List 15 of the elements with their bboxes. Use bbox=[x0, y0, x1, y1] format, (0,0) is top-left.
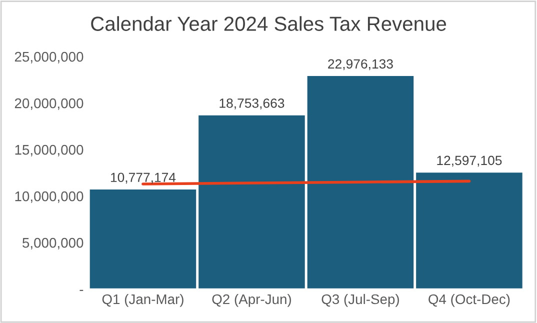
x-tick-label: Q3 (Jul-Sep) bbox=[322, 294, 399, 307]
data-label: 12,597,105 bbox=[437, 156, 502, 167]
y-tick-label: 20,000,000 bbox=[14, 98, 84, 110]
x-tick-label: Q1 (Jan-Mar) bbox=[102, 294, 184, 307]
chart-title: Calendar Year 2024 Sales Tax Revenue bbox=[91, 16, 446, 31]
x-tick-label: Q2 (Apr-Jun) bbox=[212, 294, 291, 307]
y-tick-label: 5,000,000 bbox=[22, 238, 84, 250]
data-label: 22,976,133 bbox=[328, 59, 393, 70]
y-tick-label: 10,000,000 bbox=[15, 191, 84, 203]
data-label: 10,777,174 bbox=[110, 172, 176, 184]
data-label: 18,753,663 bbox=[220, 98, 284, 110]
y-tick-label: 15,000,000 bbox=[15, 144, 84, 156]
y-tick-label: - bbox=[80, 290, 84, 291]
x-tick-label: Q4 (Oct-Dec) bbox=[428, 294, 510, 307]
y-tick-label: 25,000,000 bbox=[14, 52, 84, 64]
